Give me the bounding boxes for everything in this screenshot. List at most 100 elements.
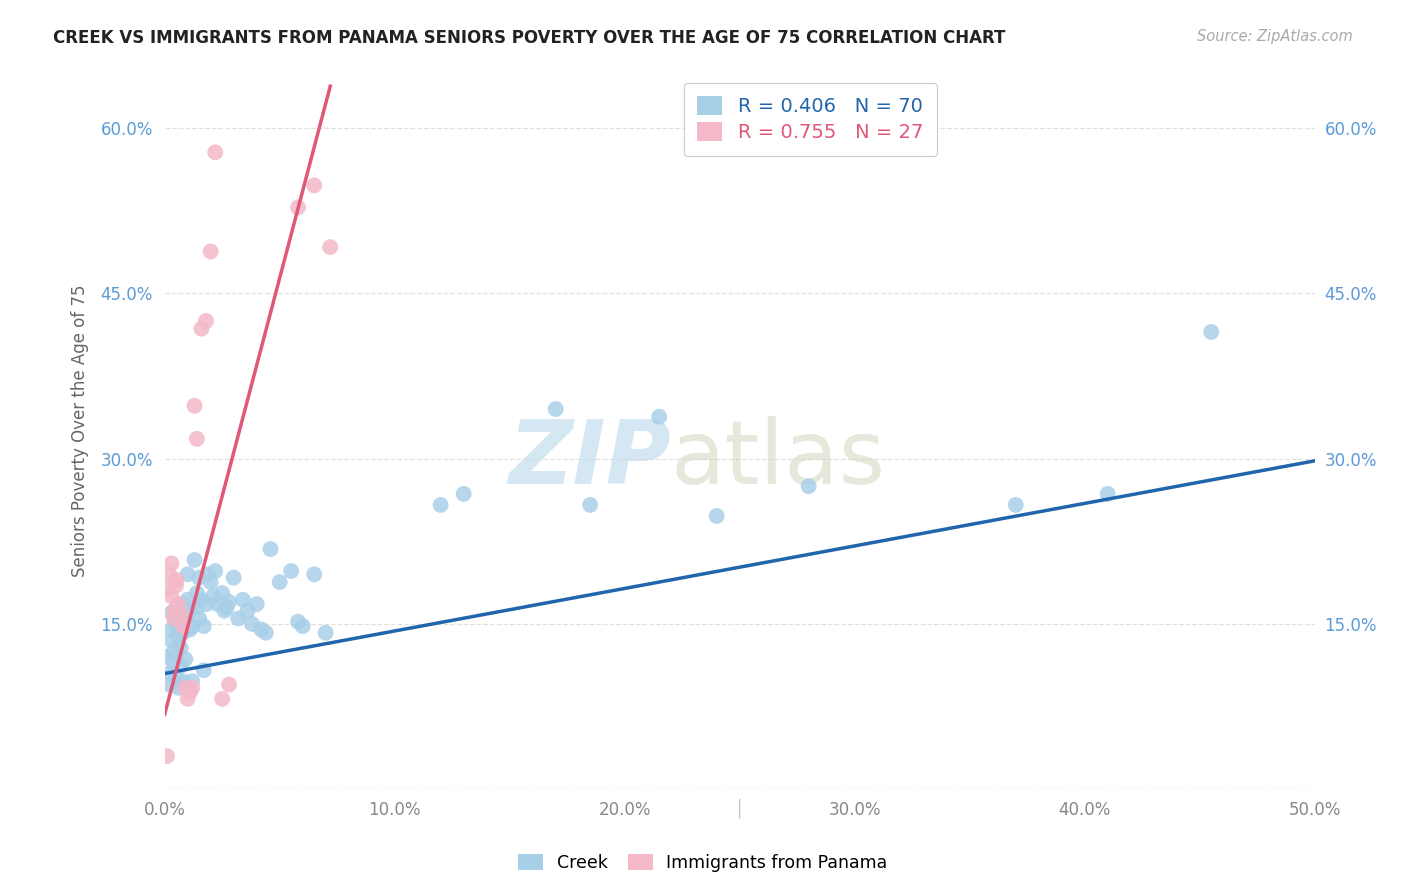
Point xyxy=(170,641,193,656)
Point xyxy=(188,611,211,625)
Point xyxy=(197,567,219,582)
Point xyxy=(165,573,187,587)
Point xyxy=(165,619,187,633)
Point xyxy=(201,590,224,604)
Point xyxy=(181,674,204,689)
Point xyxy=(183,553,205,567)
Point xyxy=(176,691,198,706)
Point xyxy=(204,564,226,578)
Point xyxy=(163,644,186,658)
Point xyxy=(319,240,342,254)
Point xyxy=(200,575,222,590)
Point xyxy=(211,691,233,706)
Point xyxy=(172,625,194,640)
Point xyxy=(176,592,198,607)
Point xyxy=(165,611,187,625)
Point xyxy=(280,564,302,578)
Point xyxy=(291,619,314,633)
Point xyxy=(200,244,222,259)
Point xyxy=(157,666,180,681)
Point xyxy=(170,658,193,673)
Point xyxy=(174,615,197,629)
Point xyxy=(157,677,180,691)
Point xyxy=(156,582,179,596)
Text: CREEK VS IMMIGRANTS FROM PANAMA SENIORS POVERTY OVER THE AGE OF 75 CORRELATION C: CREEK VS IMMIGRANTS FROM PANAMA SENIORS … xyxy=(53,29,1005,46)
Point xyxy=(179,604,201,618)
Point xyxy=(254,625,277,640)
Point xyxy=(190,592,212,607)
Point xyxy=(167,597,190,611)
Point xyxy=(246,597,269,611)
Point xyxy=(204,145,226,160)
Point xyxy=(236,604,259,618)
Point xyxy=(232,592,254,607)
Point xyxy=(160,623,183,637)
Point xyxy=(218,677,240,691)
Legend: Creek, Immigrants from Panama: Creek, Immigrants from Panama xyxy=(512,847,894,879)
Point xyxy=(706,508,728,523)
Point xyxy=(302,567,325,582)
Point xyxy=(315,625,337,640)
Point xyxy=(195,597,218,611)
Point xyxy=(240,616,263,631)
Text: Source: ZipAtlas.com: Source: ZipAtlas.com xyxy=(1197,29,1353,44)
Point xyxy=(156,650,179,665)
Point xyxy=(1097,487,1119,501)
Point xyxy=(259,541,281,556)
Point xyxy=(170,608,193,623)
Text: ZIP: ZIP xyxy=(508,417,671,503)
Point xyxy=(179,685,201,699)
Point xyxy=(797,479,820,493)
Point xyxy=(226,611,249,625)
Y-axis label: Seniors Poverty Over the Age of 75: Seniors Poverty Over the Age of 75 xyxy=(72,285,89,577)
Point xyxy=(181,619,204,633)
Point xyxy=(287,201,309,215)
Point xyxy=(170,608,193,623)
Point xyxy=(172,674,194,689)
Point xyxy=(190,321,212,335)
Point xyxy=(163,656,186,670)
Point xyxy=(579,498,602,512)
Point xyxy=(429,498,451,512)
Point xyxy=(165,578,187,592)
Point xyxy=(174,652,197,666)
Point xyxy=(211,586,233,600)
Point xyxy=(648,409,671,424)
Point xyxy=(160,557,183,571)
Point xyxy=(160,590,183,604)
Point xyxy=(186,600,208,615)
Point xyxy=(160,606,183,620)
Point xyxy=(222,571,245,585)
Point xyxy=(218,595,240,609)
Point xyxy=(193,619,215,633)
Legend: R = 0.406   N = 70, R = 0.755   N = 27: R = 0.406 N = 70, R = 0.755 N = 27 xyxy=(683,83,936,155)
Point xyxy=(544,402,567,417)
Point xyxy=(188,571,211,585)
Text: atlas: atlas xyxy=(671,417,886,503)
Point xyxy=(167,630,190,644)
Point xyxy=(195,314,218,328)
Point xyxy=(302,178,325,193)
Point xyxy=(287,615,309,629)
Point xyxy=(1004,498,1026,512)
Point xyxy=(174,681,197,695)
Point xyxy=(172,619,194,633)
Point xyxy=(1199,325,1222,339)
Point xyxy=(172,597,194,611)
Point xyxy=(163,611,186,625)
Point xyxy=(207,597,229,611)
Point xyxy=(183,399,205,413)
Point xyxy=(156,749,179,764)
Point xyxy=(181,681,204,695)
Point xyxy=(215,600,238,615)
Point xyxy=(179,623,201,637)
Point xyxy=(269,575,291,590)
Point xyxy=(160,633,183,648)
Point xyxy=(176,567,198,582)
Point xyxy=(214,604,236,618)
Point xyxy=(157,567,180,582)
Point xyxy=(186,432,208,446)
Point xyxy=(165,670,187,684)
Point xyxy=(453,487,475,501)
Point xyxy=(250,623,273,637)
